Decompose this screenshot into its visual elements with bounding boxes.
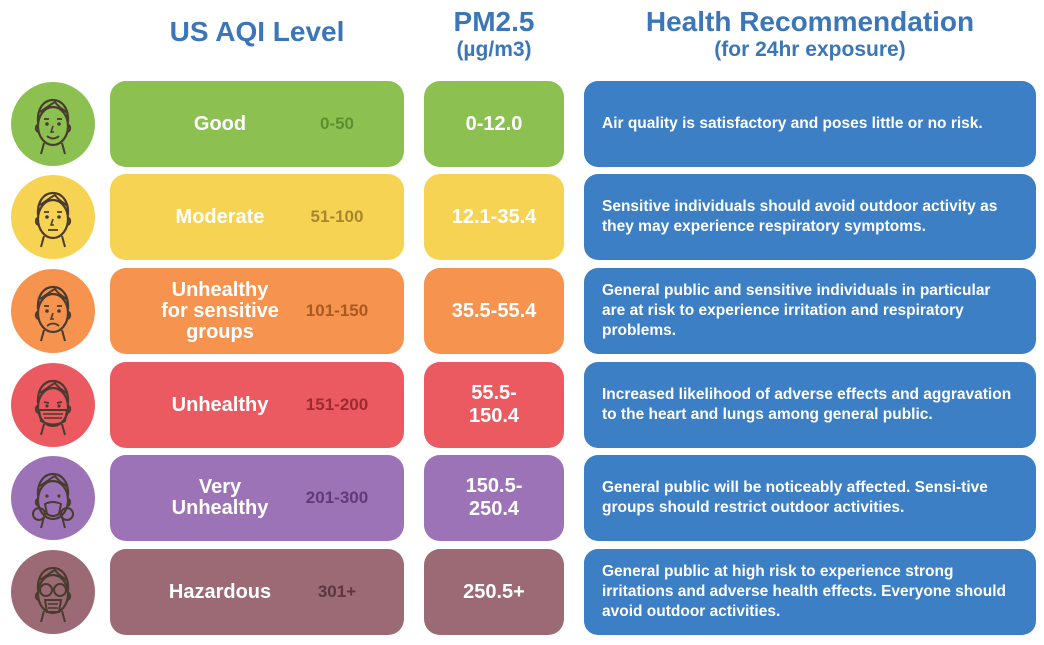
aqi-row: Moderate 51-100 12.1-35.4 Sensitive individ… xyxy=(0,174,1044,260)
aqi-level-range: 201-300 xyxy=(305,488,369,507)
aqi-row: Good 0-50 0-12.0 Air quality is satisfactor… xyxy=(0,81,1044,167)
pm25-header-unit: (µg/m3) xyxy=(456,38,532,61)
health-recommendation-box: Increased likelihood of adverse effects … xyxy=(584,362,1036,448)
aqi-level-pill: Moderate 51-100 xyxy=(110,174,404,260)
smiling-face-icon xyxy=(11,82,95,166)
health-recommendation-text: Sensitive individuals should avoid outdo… xyxy=(602,198,998,235)
aqi-row: Hazardous 301+ 250.5+ General public at hig… xyxy=(0,549,1044,635)
aqi-level-pill: Unhealthy for sensitive groups 101-150 xyxy=(110,268,404,354)
aqi-row: Unhealthy 151-200 55.5- 150.4 Increased lik… xyxy=(0,362,1044,448)
pm25-range-pill: 35.5-55.4 xyxy=(424,268,564,354)
face-badge xyxy=(11,269,95,353)
pm25-header-title: PM2.5 xyxy=(453,6,535,37)
health-recommendation-header-title: Health Recommendation xyxy=(645,6,975,37)
pm25-range-pill: 12.1-35.4 xyxy=(424,174,564,260)
health-recommendation-box: General public will be noticeably affect… xyxy=(584,455,1036,541)
aqi-level-name: Unhealthy xyxy=(171,393,269,416)
aqi-level-name: Hazardous xyxy=(168,580,272,603)
health-recommendation-text: General public and sensitive individuals… xyxy=(602,282,991,339)
health-recommendation-text: General public will be noticeably affect… xyxy=(602,479,988,516)
aqi-level-range: 151-200 xyxy=(305,395,369,414)
aqi-level-pill: Very Unhealthy 201-300 xyxy=(110,455,404,541)
aqi-row: Unhealthy for sensitive groups 101-150 35.… xyxy=(0,268,1044,354)
sad-face-icon xyxy=(11,269,95,353)
health-recommendation-box: General public and sensitive individuals… xyxy=(584,268,1036,354)
pm25-range-pill: 55.5- 150.4 xyxy=(424,362,564,448)
face-badge xyxy=(11,175,95,259)
pm25-range-pill: 250.5+ xyxy=(424,549,564,635)
aqi-level-range: 0-50 xyxy=(319,114,355,133)
face-badge xyxy=(11,82,95,166)
health-recommendation-box: Sensitive individuals should avoid outdo… xyxy=(584,174,1036,260)
aqi-level-pill: Good 0-50 xyxy=(110,81,404,167)
aqi-level-name: Moderate xyxy=(175,205,265,228)
pm25-range-pill: 150.5- 250.4 xyxy=(424,455,564,541)
health-recommendation-header-subtitle: (for 24hr exposure) xyxy=(714,38,906,61)
health-recommendation-header: Health Recommendation (for 24hr exposure… xyxy=(584,6,1036,62)
aqi-level-header: US AQI Level xyxy=(110,16,404,48)
aqi-level-range: 51-100 xyxy=(310,207,364,226)
pm25-range-pill: 0-12.0 xyxy=(424,81,564,167)
neutral-face-icon xyxy=(11,175,95,259)
aqi-row: Very Unhealthy 201-300 150.5- 250.4 General… xyxy=(0,455,1044,541)
face-badge xyxy=(11,550,95,634)
pm25-header: PM2.5 (µg/m3) xyxy=(424,6,564,62)
aqi-level-pill: Unhealthy 151-200 xyxy=(110,362,404,448)
aqi-level-range: 101-150 xyxy=(305,301,369,320)
health-recommendation-text: Air quality is satisfactory and poses li… xyxy=(602,115,983,132)
aqi-level-header-text: US AQI Level xyxy=(169,16,345,47)
health-recommendation-text: General public at high risk to experienc… xyxy=(602,563,1006,620)
health-recommendation-text: Increased likelihood of adverse effects … xyxy=(602,386,1012,423)
face-badge xyxy=(11,456,95,540)
aqi-level-range: 301+ xyxy=(317,582,357,601)
respirator-face-icon xyxy=(11,456,95,540)
aqi-level-name: Good xyxy=(193,112,247,135)
aqi-level-name: Unhealthy for sensitive groups xyxy=(161,278,279,343)
health-recommendation-box: Air quality is satisfactory and poses li… xyxy=(584,81,1036,167)
aqi-level-name: Very Unhealthy xyxy=(171,476,269,519)
face-badge xyxy=(11,363,95,447)
gas-mask-icon xyxy=(11,550,95,634)
health-recommendation-box: General public at high risk to experienc… xyxy=(584,549,1036,635)
face-mask-icon xyxy=(11,363,95,447)
aqi-level-pill: Hazardous 301+ xyxy=(110,549,404,635)
